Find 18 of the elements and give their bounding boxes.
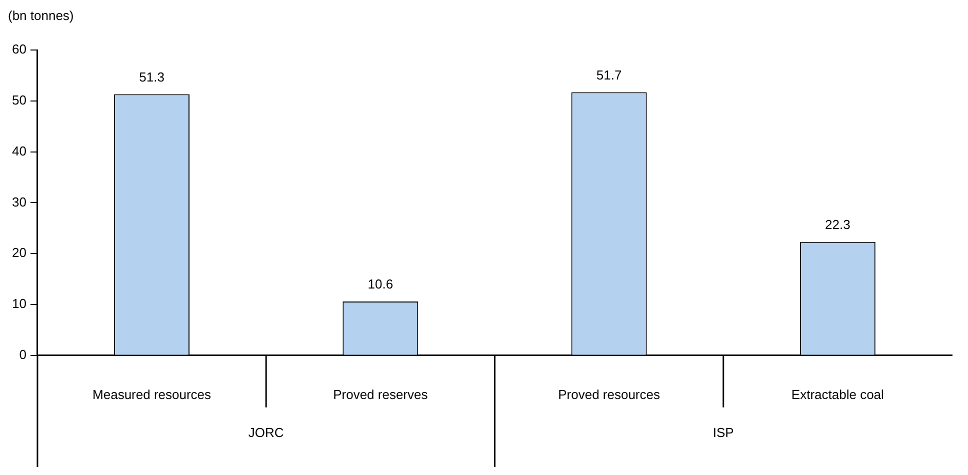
- x-tick-label: Extractable coal: [791, 386, 884, 402]
- y-tick-label: 40: [12, 143, 26, 158]
- y-tick-label: 20: [12, 245, 26, 260]
- x-tick-label: Proved resources: [558, 386, 660, 402]
- data-label: 51.7: [596, 67, 622, 82]
- y-tick-label: 30: [12, 194, 26, 210]
- data-label: 22.3: [825, 216, 850, 232]
- data-label: 51.3: [139, 69, 164, 84]
- y-tick-label: 60: [12, 42, 26, 57]
- data-label: 10.6: [368, 276, 394, 292]
- y-axis-title: (bn tonnes): [8, 8, 74, 24]
- x-tick-label: Proved reserves: [333, 386, 428, 402]
- y-tick-label: 50: [12, 92, 26, 108]
- y-tick-label: 10: [12, 296, 26, 312]
- text: JORC: [248, 424, 284, 440]
- y-tick-label: 0: [19, 346, 26, 362]
- x-tick-label: Measured resources: [92, 386, 212, 402]
- text: ISP: [712, 424, 734, 440]
